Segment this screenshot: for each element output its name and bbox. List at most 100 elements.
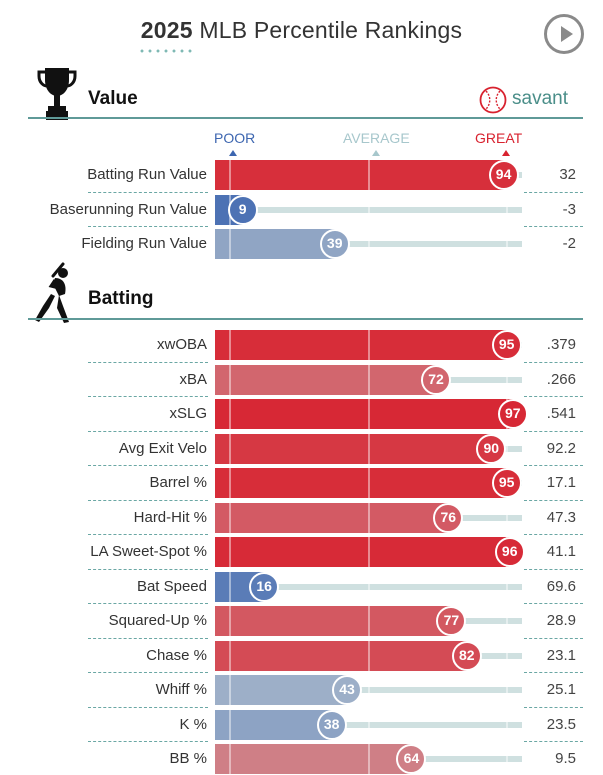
row-divider xyxy=(88,191,208,193)
row-divider xyxy=(88,465,208,466)
metric-label: Batting Run Value xyxy=(87,166,207,183)
gridline xyxy=(367,468,370,498)
row-divider xyxy=(88,568,208,570)
metric-label: BB % xyxy=(169,750,207,767)
percentile-bubble[interactable]: 94 xyxy=(488,160,519,190)
gridline xyxy=(229,330,232,360)
percentile-bubble[interactable]: 76 xyxy=(433,502,464,533)
row-divider xyxy=(88,706,208,708)
percentile-bar xyxy=(215,160,504,190)
gridline xyxy=(505,229,508,259)
percentile-track xyxy=(215,206,522,213)
row-divider xyxy=(88,603,208,604)
title-text: MLB Percentile Rankings xyxy=(199,17,463,43)
percentile-bubble[interactable]: 38 xyxy=(316,709,347,740)
percentile-bubble[interactable]: 43 xyxy=(332,675,362,705)
metric-row: Baserunning Run Value 9 -3 xyxy=(0,191,603,225)
page-title: 2025 MLB Percentile Rankings xyxy=(0,17,603,44)
gridline xyxy=(505,433,508,464)
percentile-bar xyxy=(215,468,507,498)
title-year: 2025 xyxy=(140,17,193,43)
gridline xyxy=(367,571,370,602)
gridline xyxy=(229,364,232,395)
percentile-bar xyxy=(215,675,347,705)
scale-label-average: AVERAGE xyxy=(343,130,410,146)
metric-row: Squared-Up % 77 28.9 xyxy=(0,603,603,636)
metric-row: Chase % 82 23.1 xyxy=(0,637,603,671)
play-icon xyxy=(561,26,573,42)
metric-value: 41.1 xyxy=(546,543,576,560)
percentile-bar xyxy=(215,433,492,464)
row-divider xyxy=(524,741,583,742)
row-divider xyxy=(524,361,583,363)
percentile-bar xyxy=(215,502,449,533)
percentile-bar xyxy=(215,229,335,259)
gridline xyxy=(505,502,508,533)
row-divider xyxy=(88,672,208,673)
percentile-bubble[interactable]: 9 xyxy=(227,194,258,225)
gridline xyxy=(229,537,232,567)
metric-label: Chase % xyxy=(146,646,207,664)
metric-value: 69.6 xyxy=(546,577,576,595)
row-divider xyxy=(88,637,208,639)
percentile-bubble[interactable]: 90 xyxy=(476,433,507,464)
scale-arrow-great xyxy=(502,150,510,156)
row-divider xyxy=(524,465,583,466)
scale-arrow-poor xyxy=(229,150,237,156)
metric-value: .266 xyxy=(546,370,576,388)
metric-label: Baserunning Run Value xyxy=(49,200,207,218)
metric-value: 17.1 xyxy=(546,474,576,491)
row-divider xyxy=(524,430,583,432)
metric-label: Squared-Up % xyxy=(108,612,207,629)
percentile-bubble[interactable]: 97 xyxy=(497,399,528,429)
gridline xyxy=(505,606,508,636)
gridline xyxy=(505,744,508,774)
metric-label: Bat Speed xyxy=(136,577,207,595)
gridline xyxy=(229,468,232,498)
percentile-bubble[interactable]: 77 xyxy=(436,606,467,636)
percentile-bubble[interactable]: 82 xyxy=(451,640,482,671)
gridline xyxy=(229,675,232,705)
metric-row: Avg Exit Velo 90 92.2 xyxy=(0,430,603,464)
percentile-bubble[interactable]: 72 xyxy=(421,364,452,395)
metric-label: Avg Exit Velo xyxy=(118,439,207,457)
percentile-bubble[interactable]: 95 xyxy=(491,468,522,498)
metric-label: LA Sweet-Spot % xyxy=(90,543,207,560)
percentile-bubble[interactable]: 64 xyxy=(396,744,427,774)
metric-value: -3 xyxy=(562,200,576,218)
metric-label: Hard-Hit % xyxy=(133,508,207,526)
gridline xyxy=(229,606,232,636)
gridline xyxy=(505,709,508,740)
metric-value: .541 xyxy=(546,405,576,422)
percentile-bubble[interactable]: 96 xyxy=(494,537,525,567)
metric-row: xBA 72 .266 xyxy=(0,361,603,395)
percentile-track xyxy=(215,721,522,728)
row-divider xyxy=(524,672,583,673)
gridline xyxy=(229,502,232,533)
metric-label: Fielding Run Value xyxy=(81,235,207,252)
row-divider xyxy=(88,226,208,227)
play-button[interactable] xyxy=(544,14,584,54)
gridline xyxy=(229,709,232,740)
batter-icon xyxy=(35,262,69,323)
gridline xyxy=(505,640,508,671)
title-underline-dots xyxy=(138,49,193,53)
metric-value: -2 xyxy=(562,235,576,252)
metric-label: xwOBA xyxy=(156,336,207,353)
trophy-icon xyxy=(37,68,77,120)
percentile-bubble[interactable]: 16 xyxy=(249,571,280,602)
row-divider xyxy=(88,534,208,535)
metric-label: K % xyxy=(179,715,207,733)
metric-label: xSLG xyxy=(169,405,207,422)
gridline xyxy=(367,330,370,360)
metric-label: xBA xyxy=(179,370,207,388)
percentile-bubble[interactable]: 95 xyxy=(491,330,522,360)
metric-row: BB % 64 9.5 xyxy=(0,741,603,774)
percentile-bubble[interactable]: 39 xyxy=(319,229,350,259)
section-rule-batting xyxy=(28,318,583,320)
gridline xyxy=(367,709,370,740)
metric-row: Hard-Hit % 76 47.3 xyxy=(0,499,603,533)
gridline xyxy=(229,160,232,190)
row-divider xyxy=(88,396,208,397)
section-rule-value xyxy=(28,117,583,119)
